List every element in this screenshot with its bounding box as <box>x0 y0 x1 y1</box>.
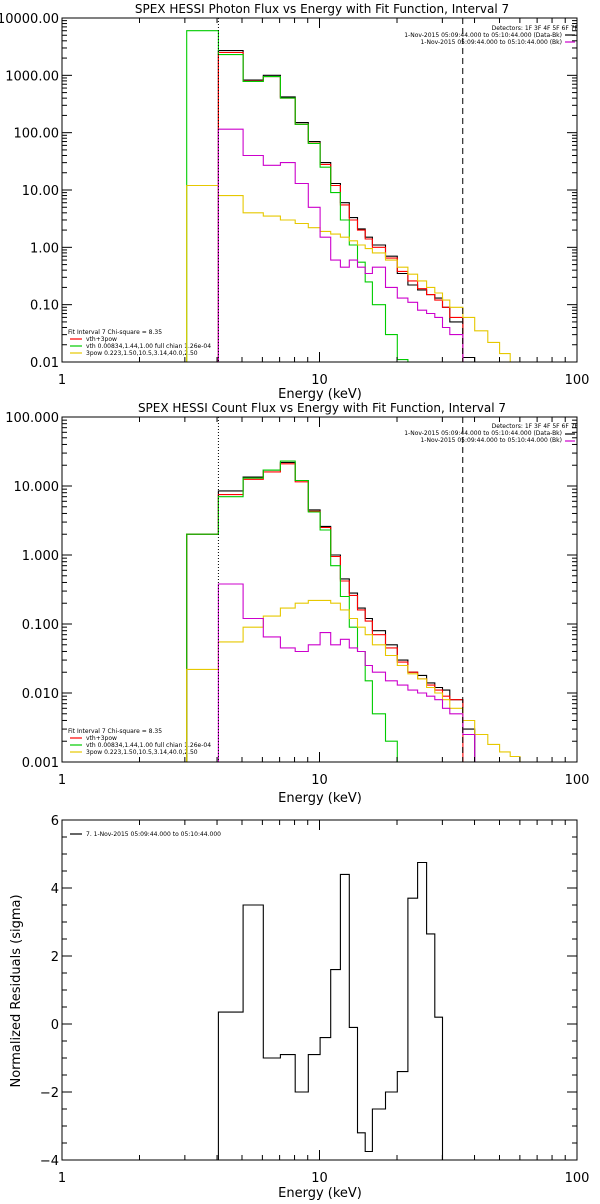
photon-y-tick-label: 1.00 <box>30 241 59 256</box>
residuals-x-axis-label: Energy (keV) <box>278 1186 362 1200</box>
count-y-tick-label: 0.010 <box>22 687 59 702</box>
residuals-y-axis-label: Normalized Residuals (sigma) <box>9 894 24 1087</box>
count-x-tick-label: 10 <box>311 773 328 788</box>
count-series-3-vth <box>186 460 398 762</box>
count-y-tick-label: 0.001 <box>22 756 59 771</box>
count-x-tick-label: 100 <box>565 773 590 788</box>
count-header-data-interval: 1-Nov-2015 05:09:44.000 to 05:10:44.000 … <box>404 430 562 437</box>
photon-header-detectors: Detectors: 1F 3F 4F 5F 6F 7F <box>492 25 579 32</box>
photon-y-tick-label: 0.01 <box>30 356 59 371</box>
photon-series-4-3pow <box>186 184 520 363</box>
photon-series-1-data-bk <box>217 50 476 362</box>
photon-x-tick-label: 1 <box>58 373 66 388</box>
count-flux-panel: SPEX HESSI Count Flux vs Energy with Fit… <box>5 401 589 806</box>
photon-series-5-bk <box>217 128 475 363</box>
count-legend-3pow: 3pow 0.223,1.50,10.5,3.14,40.0,2.50 <box>86 749 198 756</box>
photon-legend-fit-info: Fit Interval 7 Chi-square = 8.35 <box>68 329 162 336</box>
photon-flux-title: SPEX HESSI Photon Flux vs Energy with Fi… <box>135 2 509 16</box>
residuals-y-tick-label: 2 <box>51 950 59 965</box>
photon-y-tick-label: 10000.00 <box>0 12 59 27</box>
photon-y-tick-label: 10.00 <box>22 184 59 199</box>
count-legend-vth: vth 0.00834,1.44,1.00 full chian 1.26e-0… <box>86 742 211 749</box>
residuals-series-1-7-1-nov-2015-05-09-4 <box>217 861 463 1161</box>
residuals-x-tick-label: 10 <box>311 1171 328 1186</box>
residuals-y-tick-label: −2 <box>40 1086 59 1101</box>
count-legend-fit-info: Fit Interval 7 Chi-square = 8.35 <box>68 728 162 735</box>
photon-series-3-vth <box>186 30 409 362</box>
residuals-legend-interval: 7. 1-Nov-2015 05:09:44.000 to 05:10:44.0… <box>86 831 221 838</box>
residuals-x-tick-label: 100 <box>565 1171 590 1186</box>
residuals-y-tick-label: 4 <box>51 882 59 897</box>
photon-legend-vth: vth 0.00834,1.44,1.00 full chian 1.26e-0… <box>86 343 211 350</box>
count-legend-model: vth+3pow <box>86 735 117 742</box>
count-header-bk-interval: 1-Nov-2015 05:09:44.000 to 05:10:44.000 … <box>420 437 562 444</box>
photon-legend-3pow: 3pow 0.223,1.50,10.5,3.14,40.0,2.50 <box>86 350 198 357</box>
residuals-x-tick-label: 1 <box>58 1171 66 1186</box>
count-flux-title: SPEX HESSI Count Flux vs Energy with Fit… <box>138 401 506 415</box>
count-series-1-data-bk <box>186 461 476 762</box>
photon-legend-model: vth+3pow <box>86 336 117 343</box>
count-y-tick-label: 10.000 <box>14 480 60 495</box>
photon-x-axis-label: Energy (keV) <box>278 387 362 402</box>
count-y-tick-label: 0.100 <box>22 618 59 633</box>
residuals-y-tick-label: −4 <box>40 1154 59 1169</box>
count-header-detectors: Detectors: 1F 3F 4F 5F 6F 7F <box>492 423 579 430</box>
photon-header-data-interval: 1-Nov-2015 05:09:44.000 to 05:10:44.000 … <box>404 32 562 39</box>
count-series-2-vth-3pow <box>186 463 464 762</box>
count-y-tick-label: 1.000 <box>22 549 59 564</box>
count-x-axis-label: Energy (keV) <box>278 791 362 806</box>
residuals-y-tick-label: 6 <box>51 814 59 829</box>
photon-y-tick-label: 100.00 <box>14 127 60 142</box>
count-plot-frame <box>61 416 578 763</box>
count-x-tick-label: 1 <box>58 773 66 788</box>
photon-y-tick-label: 0.10 <box>30 299 59 314</box>
photon-plot-frame <box>61 17 578 363</box>
photon-x-tick-label: 10 <box>311 373 328 388</box>
photon-header-bk-interval: 1-Nov-2015 05:09:44.000 to 05:10:44.000 … <box>420 39 562 46</box>
photon-flux-panel: SPEX HESSI Photon Flux vs Energy with Fi… <box>0 2 589 402</box>
count-y-tick-label: 100.000 <box>5 411 59 426</box>
residuals-y-tick-label: 0 <box>51 1018 59 1033</box>
residuals-plot-frame <box>61 819 578 1161</box>
count-series-5-bk <box>217 583 476 762</box>
photon-x-tick-label: 100 <box>565 373 590 388</box>
residuals-panel: 7. 1-Nov-2015 05:09:44.000 to 05:10:44.0… <box>9 814 590 1201</box>
count-series-4-3pow <box>186 599 553 763</box>
photon-y-tick-label: 1000.00 <box>5 69 59 84</box>
